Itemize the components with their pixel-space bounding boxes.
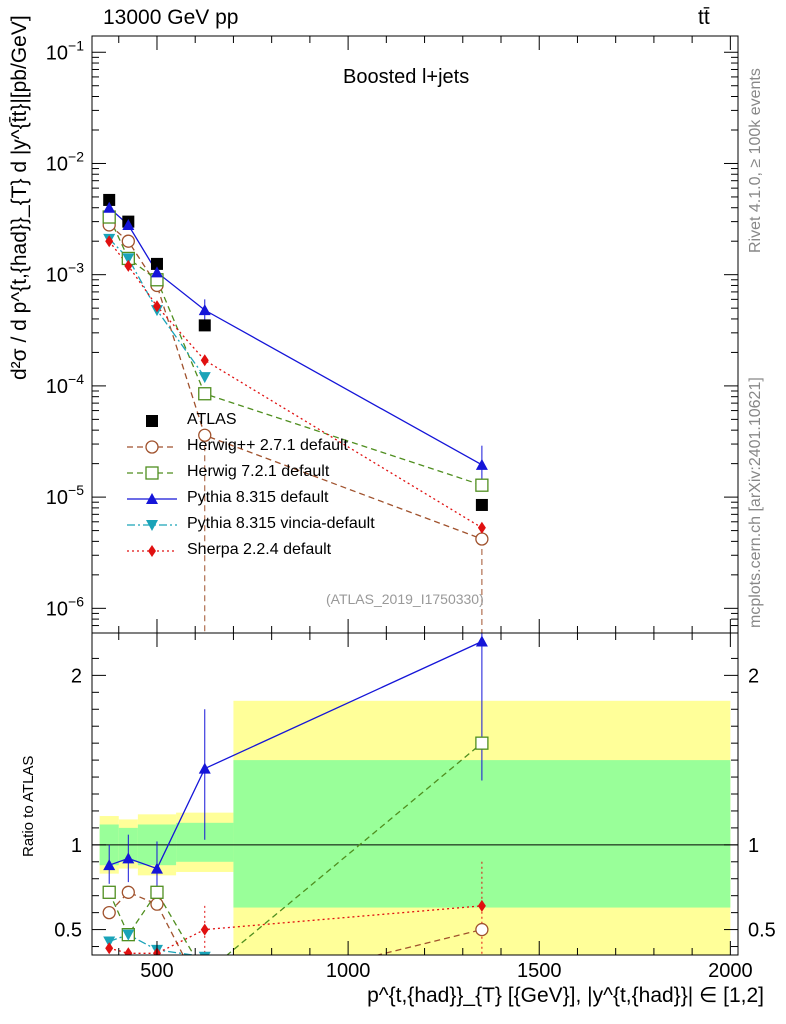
y-axis-label-ratio: Ratio to ATLAS xyxy=(20,755,37,857)
sherpa-point-main xyxy=(200,354,209,367)
herwigpp-point-main xyxy=(198,428,212,442)
y-axis-label-main: d²σ / d p^{t,{had}}_{T} d |y^{t̄t}|[pb/G… xyxy=(8,15,31,380)
vincia-point-ratio xyxy=(198,951,211,955)
pythia-point-ratio xyxy=(150,862,163,874)
herwig7-point-ratio xyxy=(199,968,211,980)
pythia-point-main xyxy=(150,266,163,278)
herwigpp-line-main xyxy=(108,224,483,540)
y-tick-label-main: 10−1 xyxy=(46,37,84,64)
legend-marker-herwigpp xyxy=(145,440,159,454)
y-tick-label-main: 10−2 xyxy=(46,148,84,175)
x-tick-label: 1000 xyxy=(326,960,371,982)
herwigpp-point-main xyxy=(475,532,489,546)
main-panel: 10−1 10−2 10−3 10−4 10−5 10−6 xyxy=(46,35,739,634)
herwigpp-point-main xyxy=(121,234,135,248)
sherpa-point-main xyxy=(477,521,486,534)
pythia-line-main xyxy=(108,207,483,466)
ratio-clip-group xyxy=(92,633,738,1003)
sherpa-point-ratio xyxy=(124,947,133,955)
x-tick-label: 2000 xyxy=(708,960,753,982)
pythia-point-ratio xyxy=(475,635,488,647)
sherpa-point-main xyxy=(152,300,161,313)
pythia-point-main xyxy=(103,201,116,213)
mcplots-label: mcplots.cern.ch [arXiv:2401.10621] xyxy=(747,377,764,628)
herwig7-point-ratio xyxy=(150,885,164,899)
legend-label-herwig7: Herwig 7.2.1 default xyxy=(187,463,330,480)
herwigpp-point-ratio xyxy=(199,991,211,1003)
ratio-panel: 0.5 0.5 1 1 2 2 500 1000 1500 2000 xyxy=(54,632,776,1003)
y-tick-label-ratio: 1 xyxy=(71,835,82,857)
legend-markers xyxy=(127,415,177,557)
x-tick-label: 500 xyxy=(140,960,173,982)
rivet-version-label: Rivet 4.1.0, ≥ 100k events xyxy=(747,68,764,253)
sherpa-point-ratio xyxy=(477,899,486,912)
y-tick-label-ratio: 2 xyxy=(71,665,82,687)
data-point-main xyxy=(475,498,488,511)
pythia-point-ratio xyxy=(122,852,135,864)
vincia-point-ratio xyxy=(122,929,135,941)
x-tick-label: 1500 xyxy=(517,960,562,982)
herwig7-point-main xyxy=(475,478,489,492)
main-series-group xyxy=(102,193,489,633)
y-tick-label-main: 10−6 xyxy=(46,593,84,620)
y-tick-label-main: 10−4 xyxy=(46,371,84,398)
y-tick-label-main: 10−3 xyxy=(46,260,84,287)
vincia-point-main xyxy=(122,253,135,265)
herwig7-line-ratio xyxy=(108,742,483,955)
herwigpp-point-ratio xyxy=(121,885,135,899)
legend-label-sherpa: Sherpa 2.2.4 default xyxy=(187,541,332,558)
herwig7-point-ratio xyxy=(475,736,489,750)
y-tick-label-ratio-right: 0.5 xyxy=(748,920,776,942)
sherpa-point-ratio xyxy=(105,942,114,955)
legend-marker-vincia xyxy=(146,520,158,531)
legend-label-pythia: Pythia 8.315 default xyxy=(187,489,329,506)
y-tick-label-ratio: 0.5 xyxy=(54,920,82,942)
herwig7-point-ratio xyxy=(102,885,116,899)
sherpa-point-ratio xyxy=(200,923,209,936)
y-tick-label-ratio-right: 2 xyxy=(748,665,759,687)
y-tick-label-ratio-right: 1 xyxy=(748,835,759,857)
legend-label-herwigpp: Herwig++ 2.7.1 default xyxy=(187,437,348,454)
pythia-point-ratio xyxy=(198,762,211,774)
herwigpp-point-ratio xyxy=(150,897,164,911)
data-point-main xyxy=(198,319,211,332)
herwigpp-point-ratio xyxy=(102,905,116,920)
x-axis-label: p^{t,{had}}_{T} [{GeV}], |y^{t,{had}}| ∈… xyxy=(367,984,764,1007)
herwig7-point-main xyxy=(102,210,116,224)
data-point-main xyxy=(103,193,116,206)
data-point-main xyxy=(150,257,163,270)
y-tick-label-main: 10−5 xyxy=(46,482,84,509)
legend-marker-herwig7 xyxy=(145,466,159,480)
legend-marker-sherpa xyxy=(148,545,156,557)
vincia-point-main xyxy=(198,372,211,384)
chart-title: Boosted l+jets xyxy=(343,66,470,88)
legend-label-data: ATLAS xyxy=(187,411,237,428)
legend-marker-data xyxy=(146,415,158,427)
vincia-line-ratio xyxy=(108,933,198,955)
process-label: tt̄ xyxy=(698,6,710,29)
pythia-point-main xyxy=(475,458,488,470)
herwig7-point-main xyxy=(198,387,212,401)
pythia-point-main xyxy=(198,304,211,316)
pythia-point-main xyxy=(122,218,135,230)
vincia-point-ratio xyxy=(103,936,116,948)
analysis-label: (ATLAS_2019_I1750330) xyxy=(326,591,484,607)
uncertainty-band-inner xyxy=(233,760,731,908)
legend-marker-pythia xyxy=(146,493,158,504)
sherpa-point-main xyxy=(105,235,114,248)
pythia-point-ratio xyxy=(103,859,116,871)
sherpa-point-main xyxy=(124,259,133,272)
sherpa-line-main xyxy=(108,240,483,529)
herwigpp-point-ratio xyxy=(475,922,489,937)
collision-label: 13000 GeV pp xyxy=(103,6,239,29)
legend-label-vincia: Pythia 8.315 vincia-default xyxy=(187,515,375,532)
